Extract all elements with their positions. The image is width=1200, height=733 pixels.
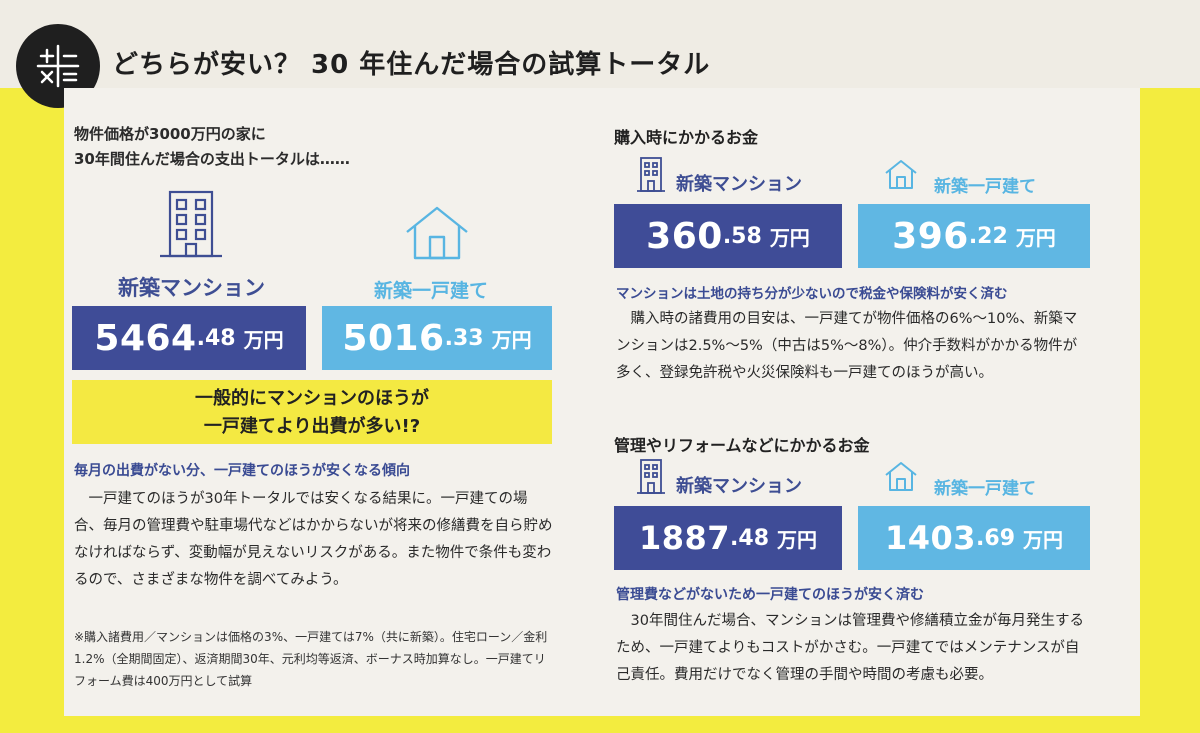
mansion-total-int: 5464	[94, 317, 197, 359]
mansion-total-unit: 万円	[243, 327, 284, 352]
maintenance-mansion-unit: 万円	[777, 527, 818, 552]
callout-line-2: 一戸建てより出費が多い!?	[203, 416, 421, 437]
purchase-body: 購入時の諸費用の目安は、一戸建てが物件価格の6%〜10%、新築マンションは2.5…	[616, 311, 1078, 381]
maintenance-subhead: 管理費などがないため一戸建てのほうが安く済む	[616, 587, 924, 603]
maintenance-heading: 管理やリフォームなどにかかるお金	[614, 436, 870, 455]
house-total-box: 5016.33 万円	[322, 306, 552, 370]
house-total-int: 5016	[342, 317, 445, 359]
page-title: どちらが安い？ 30 年住んだ場合の試算トータル	[112, 50, 711, 80]
header-band	[0, 0, 1200, 88]
house-label: 新築一戸建て	[374, 280, 489, 302]
house-icon	[885, 160, 917, 189]
maintenance-body: 30年間住んだ場合、マンションは管理費や修繕積立金が毎月発生するため、一戸建てよ…	[616, 613, 1084, 683]
purchase-house-box: 396.22 万円	[858, 204, 1090, 268]
maintenance-mansion-box: 1887.48 万円	[614, 506, 842, 570]
maintenance-house-int: 1403	[884, 519, 977, 557]
conclusion-callout: 一般的にマンションのほうが 一戸建てより出費が多い!?	[72, 380, 552, 444]
apartment-building-icon	[637, 157, 665, 192]
intro-line-1: 物件価格が3000万円の家に	[74, 125, 266, 143]
callout-line-1: 一般的にマンションのほうが	[195, 388, 429, 409]
maintenance-house-box: 1403.69 万円	[858, 506, 1090, 570]
purchase-mansion-box: 360.58 万円	[614, 204, 842, 268]
maintenance-mansion-label: 新築マンション	[676, 476, 802, 497]
house-icon	[885, 462, 917, 491]
left-footnote: ※購入諸費用／マンションは価格の3%、一戸建ては7%（共に新築）。住宅ローン／金…	[74, 630, 548, 688]
purchase-mansion-int: 360	[646, 215, 723, 257]
apartment-building-icon	[160, 190, 222, 258]
purchase-mansion-unit: 万円	[769, 225, 810, 250]
apartment-building-icon	[637, 459, 665, 494]
mansion-total-box: 5464.48 万円	[72, 306, 306, 370]
maintenance-house-unit: 万円	[1023, 527, 1064, 552]
house-icon	[406, 206, 468, 260]
mansion-total-dec: .48	[196, 325, 236, 351]
purchase-house-label: 新築一戸建て	[934, 177, 1036, 197]
purchase-mansion-label: 新築マンション	[676, 174, 802, 195]
purchase-house-unit: 万円	[1015, 225, 1056, 250]
purchase-heading: 購入時にかかるお金	[614, 128, 759, 147]
maintenance-house-label: 新築一戸建て	[934, 479, 1036, 499]
left-subhead: 毎月の出費がない分、一戸建てのほうが安くなる傾向	[74, 463, 410, 479]
intro-line-2: 30年間住んだ場合の支出トータルは……	[74, 150, 350, 168]
purchase-subhead: マンションは土地の持ち分が少ないので税金や保険料が安く済む	[616, 286, 1008, 302]
maintenance-house-dec: .69	[976, 525, 1016, 551]
purchase-mansion-dec: .58	[722, 223, 762, 249]
mansion-label: 新築マンション	[118, 276, 265, 300]
house-total-unit: 万円	[491, 327, 532, 352]
left-body: 一戸建てのほうが30年トータルでは安くなる結果に。一戸建ての場合、毎月の管理費や…	[74, 491, 553, 588]
maintenance-mansion-int: 1887	[638, 519, 731, 557]
purchase-house-dec: .22	[968, 223, 1008, 249]
house-total-dec: .33	[444, 325, 484, 351]
purchase-house-int: 396	[892, 215, 969, 257]
maintenance-mansion-dec: .48	[730, 525, 770, 551]
